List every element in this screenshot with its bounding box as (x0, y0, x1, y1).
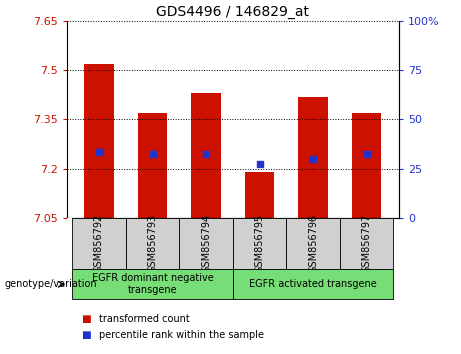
Text: GSM856794: GSM856794 (201, 214, 211, 273)
Text: EGFR dominant negative
transgene: EGFR dominant negative transgene (92, 273, 213, 295)
Title: GDS4496 / 146829_at: GDS4496 / 146829_at (156, 5, 309, 19)
Bar (138, 113, 167, 218)
Text: GSM856793: GSM856793 (148, 214, 158, 273)
Point (309, 156, 317, 161)
Text: transformed count: transformed count (99, 314, 190, 324)
Bar (179, 218, 233, 269)
Point (149, 151, 156, 157)
Bar (233, 218, 286, 269)
Text: genotype/variation: genotype/variation (5, 279, 97, 289)
Bar (84, 64, 114, 218)
Point (95, 149, 103, 155)
Text: ■: ■ (81, 330, 90, 339)
Point (256, 161, 263, 166)
Text: GSM856792: GSM856792 (94, 214, 104, 273)
Text: GSM856797: GSM856797 (361, 214, 372, 273)
Bar (191, 93, 221, 218)
Bar (352, 113, 381, 218)
Point (202, 151, 210, 157)
Bar (233, 269, 393, 299)
Bar (72, 269, 233, 299)
Text: GSM856795: GSM856795 (254, 214, 265, 273)
Text: EGFR activated transgene: EGFR activated transgene (249, 279, 377, 289)
Point (363, 151, 370, 157)
Text: GSM856796: GSM856796 (308, 214, 318, 273)
Bar (340, 218, 393, 269)
Text: ■: ■ (81, 314, 90, 324)
Bar (245, 172, 274, 218)
Bar (286, 218, 340, 269)
Bar (72, 218, 126, 269)
Bar (126, 218, 179, 269)
Text: percentile rank within the sample: percentile rank within the sample (99, 330, 264, 339)
Bar (298, 97, 328, 218)
Bar (67, 218, 72, 269)
